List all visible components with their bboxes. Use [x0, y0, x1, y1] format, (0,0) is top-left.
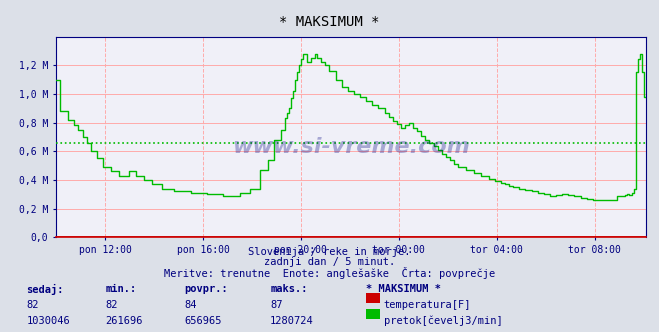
- Text: www.si-vreme.com: www.si-vreme.com: [232, 137, 470, 157]
- Text: 261696: 261696: [105, 316, 143, 326]
- Text: maks.:: maks.:: [270, 284, 308, 294]
- Text: * MAKSIMUM *: * MAKSIMUM *: [366, 284, 441, 294]
- Text: 84: 84: [185, 300, 197, 310]
- Text: 82: 82: [26, 300, 39, 310]
- Text: 87: 87: [270, 300, 283, 310]
- Text: povpr.:: povpr.:: [185, 284, 228, 294]
- Text: pretok[čevelj3/min]: pretok[čevelj3/min]: [384, 316, 502, 326]
- Text: Meritve: trenutne  Enote: anglešaške  Črta: povprečje: Meritve: trenutne Enote: anglešaške Črta…: [164, 267, 495, 279]
- Text: sedaj:: sedaj:: [26, 284, 64, 295]
- Text: 82: 82: [105, 300, 118, 310]
- Text: min.:: min.:: [105, 284, 136, 294]
- Text: 1280724: 1280724: [270, 316, 314, 326]
- Text: Slovenija / reke in morje.: Slovenija / reke in morje.: [248, 247, 411, 257]
- Text: 1030046: 1030046: [26, 316, 70, 326]
- Text: temperatura[F]: temperatura[F]: [384, 300, 471, 310]
- Text: 656965: 656965: [185, 316, 222, 326]
- Text: * MAKSIMUM *: * MAKSIMUM *: [279, 15, 380, 29]
- Text: zadnji dan / 5 minut.: zadnji dan / 5 minut.: [264, 257, 395, 267]
